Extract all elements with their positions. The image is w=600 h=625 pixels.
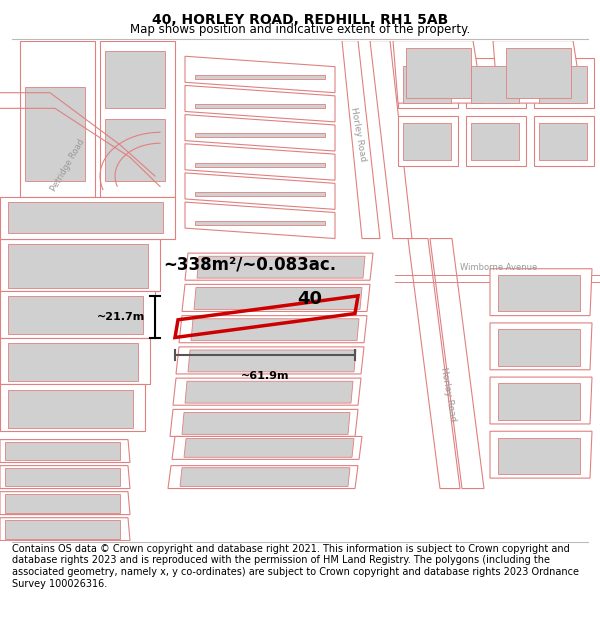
Polygon shape <box>0 384 145 431</box>
Polygon shape <box>195 221 325 225</box>
Polygon shape <box>534 116 594 166</box>
Text: Horley Road: Horley Road <box>349 106 367 162</box>
Text: Contains OS data © Crown copyright and database right 2021. This information is : Contains OS data © Crown copyright and d… <box>12 544 579 589</box>
Polygon shape <box>185 173 335 209</box>
Text: ~21.7m: ~21.7m <box>97 312 145 322</box>
Polygon shape <box>539 66 587 103</box>
Polygon shape <box>403 66 451 103</box>
Polygon shape <box>398 116 458 166</box>
Polygon shape <box>471 66 519 103</box>
Polygon shape <box>195 162 325 167</box>
Polygon shape <box>20 41 95 197</box>
Polygon shape <box>170 409 358 436</box>
Polygon shape <box>506 48 571 98</box>
Polygon shape <box>182 284 370 311</box>
Polygon shape <box>498 275 580 311</box>
Polygon shape <box>493 41 583 103</box>
Polygon shape <box>5 494 120 512</box>
Text: 40: 40 <box>298 290 323 308</box>
Polygon shape <box>172 436 362 459</box>
Polygon shape <box>191 319 359 341</box>
Text: Map shows position and indicative extent of the property.: Map shows position and indicative extent… <box>130 24 470 36</box>
Polygon shape <box>0 466 130 489</box>
Polygon shape <box>8 342 138 381</box>
Polygon shape <box>195 192 325 196</box>
Polygon shape <box>403 123 451 161</box>
Polygon shape <box>490 431 592 478</box>
Polygon shape <box>176 347 364 374</box>
Polygon shape <box>8 389 133 428</box>
Polygon shape <box>8 296 143 334</box>
Polygon shape <box>185 114 335 151</box>
Polygon shape <box>197 256 365 278</box>
Text: ~61.9m: ~61.9m <box>241 371 289 381</box>
Polygon shape <box>5 442 120 461</box>
Polygon shape <box>8 244 148 288</box>
Text: 40, HORLEY ROAD, REDHILL, RH1 5AB: 40, HORLEY ROAD, REDHILL, RH1 5AB <box>152 13 448 27</box>
Polygon shape <box>194 288 362 309</box>
Polygon shape <box>168 466 358 489</box>
Polygon shape <box>185 86 335 122</box>
Polygon shape <box>471 123 519 161</box>
Polygon shape <box>105 119 165 181</box>
Polygon shape <box>408 239 460 489</box>
Polygon shape <box>0 291 155 338</box>
Polygon shape <box>466 116 526 166</box>
Polygon shape <box>185 202 335 239</box>
Polygon shape <box>180 468 350 486</box>
Polygon shape <box>195 133 325 138</box>
Polygon shape <box>195 104 325 108</box>
Polygon shape <box>393 41 483 103</box>
Polygon shape <box>539 123 587 161</box>
Polygon shape <box>0 197 175 239</box>
Polygon shape <box>179 316 367 342</box>
Polygon shape <box>430 239 484 489</box>
Polygon shape <box>5 520 120 539</box>
Polygon shape <box>490 269 592 316</box>
Polygon shape <box>5 468 120 486</box>
Polygon shape <box>105 51 165 108</box>
Text: ~338m²/~0.083ac.: ~338m²/~0.083ac. <box>163 256 337 274</box>
Polygon shape <box>398 58 458 108</box>
Polygon shape <box>406 48 471 98</box>
Text: Horley Road: Horley Road <box>439 367 457 423</box>
Polygon shape <box>498 438 580 474</box>
Polygon shape <box>185 144 335 180</box>
Polygon shape <box>342 41 380 239</box>
Polygon shape <box>466 58 526 108</box>
Polygon shape <box>0 492 130 514</box>
Polygon shape <box>490 323 592 370</box>
Polygon shape <box>8 202 163 233</box>
Text: Petridge Road: Petridge Road <box>49 138 86 193</box>
Polygon shape <box>182 412 350 434</box>
Polygon shape <box>195 75 325 79</box>
Polygon shape <box>185 381 353 403</box>
Text: Wimborne Avenue: Wimborne Avenue <box>460 263 537 272</box>
Polygon shape <box>188 350 356 372</box>
Polygon shape <box>184 439 354 458</box>
Polygon shape <box>0 338 150 384</box>
Polygon shape <box>0 239 160 291</box>
Polygon shape <box>173 378 361 405</box>
Polygon shape <box>25 88 85 181</box>
Polygon shape <box>0 518 130 541</box>
Polygon shape <box>100 41 175 197</box>
Polygon shape <box>534 58 594 108</box>
Polygon shape <box>185 253 373 280</box>
Polygon shape <box>498 329 580 366</box>
Polygon shape <box>370 41 412 239</box>
Polygon shape <box>185 56 335 92</box>
Polygon shape <box>0 439 130 462</box>
Polygon shape <box>498 383 580 420</box>
Polygon shape <box>490 377 592 424</box>
